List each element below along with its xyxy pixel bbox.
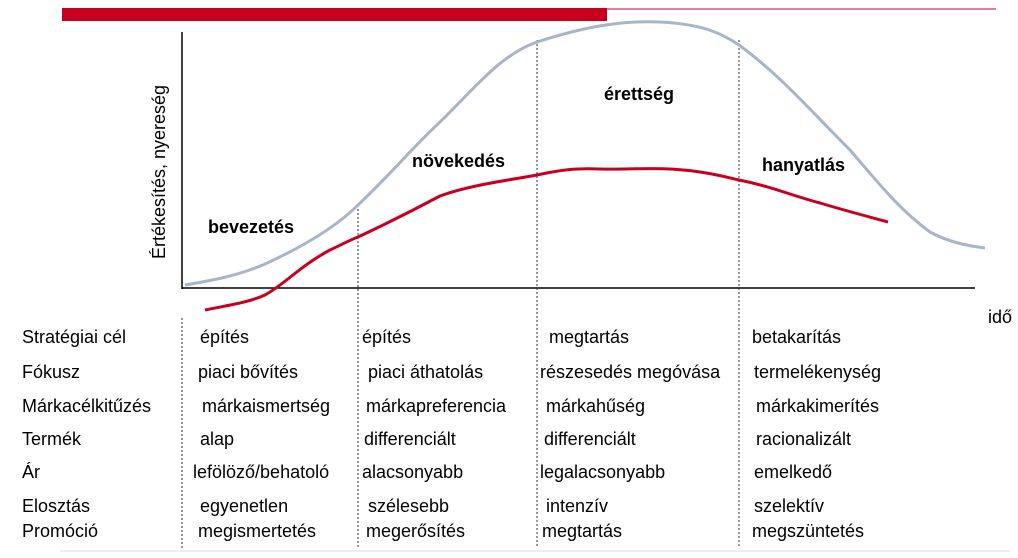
cell: intenzív <box>546 496 608 516</box>
cell: racionalizált <box>756 429 851 449</box>
cell: lefölöző/behatoló <box>193 462 329 482</box>
stage-label: növekedés <box>412 151 505 171</box>
profit-curve <box>204 167 889 312</box>
cell: megtartás <box>542 521 622 541</box>
cell: márkapreferencia <box>366 396 507 416</box>
stage-label: érettség <box>604 84 674 104</box>
header-bar <box>62 8 607 21</box>
cell: piaci bővítés <box>198 362 298 382</box>
x-axis-label: idő <box>988 307 1012 327</box>
cell: termelékenység <box>754 362 881 382</box>
cell: megszüntetés <box>752 521 864 541</box>
cell: alacsonyabb <box>362 462 463 482</box>
row-label: Promóció <box>22 521 98 541</box>
cell: emelkedő <box>754 462 832 482</box>
cell: alap <box>200 429 234 449</box>
cell: legalacsonyabb <box>540 462 665 482</box>
stage-label: hanyatlás <box>762 155 845 175</box>
cell: építés <box>362 327 411 347</box>
sales-curve <box>184 20 986 287</box>
row-label: Stratégiai cél <box>22 327 126 347</box>
cell: szélesebb <box>368 496 449 516</box>
stage-label: bevezetés <box>208 217 294 237</box>
cell: megismertetés <box>198 521 316 541</box>
cell: megtartás <box>549 327 629 347</box>
row-label: Ár <box>22 462 40 482</box>
cell: építés <box>200 327 249 347</box>
cell: egyenetlen <box>200 496 288 516</box>
cell: betakarítás <box>752 327 841 347</box>
cell: differenciált <box>544 429 636 449</box>
cell: piaci áthatolás <box>368 362 483 382</box>
cell: szelektív <box>754 496 824 516</box>
row-label: Fókusz <box>22 362 80 382</box>
y-axis-label: Értékesítés, nyereség <box>149 85 169 259</box>
cell: megerősítés <box>366 521 465 541</box>
cell: márkaismertség <box>202 396 330 416</box>
row-label: Elosztás <box>22 496 90 516</box>
row-label: Termék <box>22 429 82 449</box>
cell: részesedés megóvása <box>540 362 721 382</box>
cell: differenciált <box>364 429 456 449</box>
cell: márkahűség <box>546 396 645 416</box>
row-label: Márkacélkitűzés <box>22 396 151 416</box>
cell: márkakimerítés <box>756 396 879 416</box>
